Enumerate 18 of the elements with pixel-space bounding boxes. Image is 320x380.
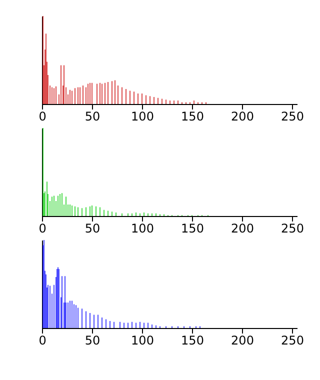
x-tick-label: 100 — [131, 110, 154, 124]
x-tick-label: 0 — [38, 110, 46, 124]
x-tick-label: 150 — [181, 222, 204, 236]
x-tick-label: 100 — [131, 222, 154, 236]
x-tick-label: 200 — [231, 222, 254, 236]
x-tick-label: 50 — [84, 334, 100, 348]
x-tick-label: 200 — [231, 110, 254, 124]
x-tick-label: 150 — [181, 334, 204, 348]
x-tick-label: 200 — [231, 334, 254, 348]
x-tick-label: 250 — [281, 222, 304, 236]
x-tick-label: 250 — [281, 110, 304, 124]
x-tick-label: 250 — [281, 334, 304, 348]
x-tick-label: 50 — [84, 110, 100, 124]
x-tick-label: 0 — [38, 334, 46, 348]
x-tick-label: 150 — [181, 110, 204, 124]
x-tick-label: 50 — [84, 222, 100, 236]
x-tick-label: 100 — [131, 334, 154, 348]
x-tick-label: 0 — [38, 222, 46, 236]
